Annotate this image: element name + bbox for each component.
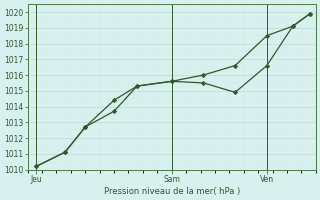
X-axis label: Pression niveau de la mer( hPa ): Pression niveau de la mer( hPa ) [104, 187, 240, 196]
